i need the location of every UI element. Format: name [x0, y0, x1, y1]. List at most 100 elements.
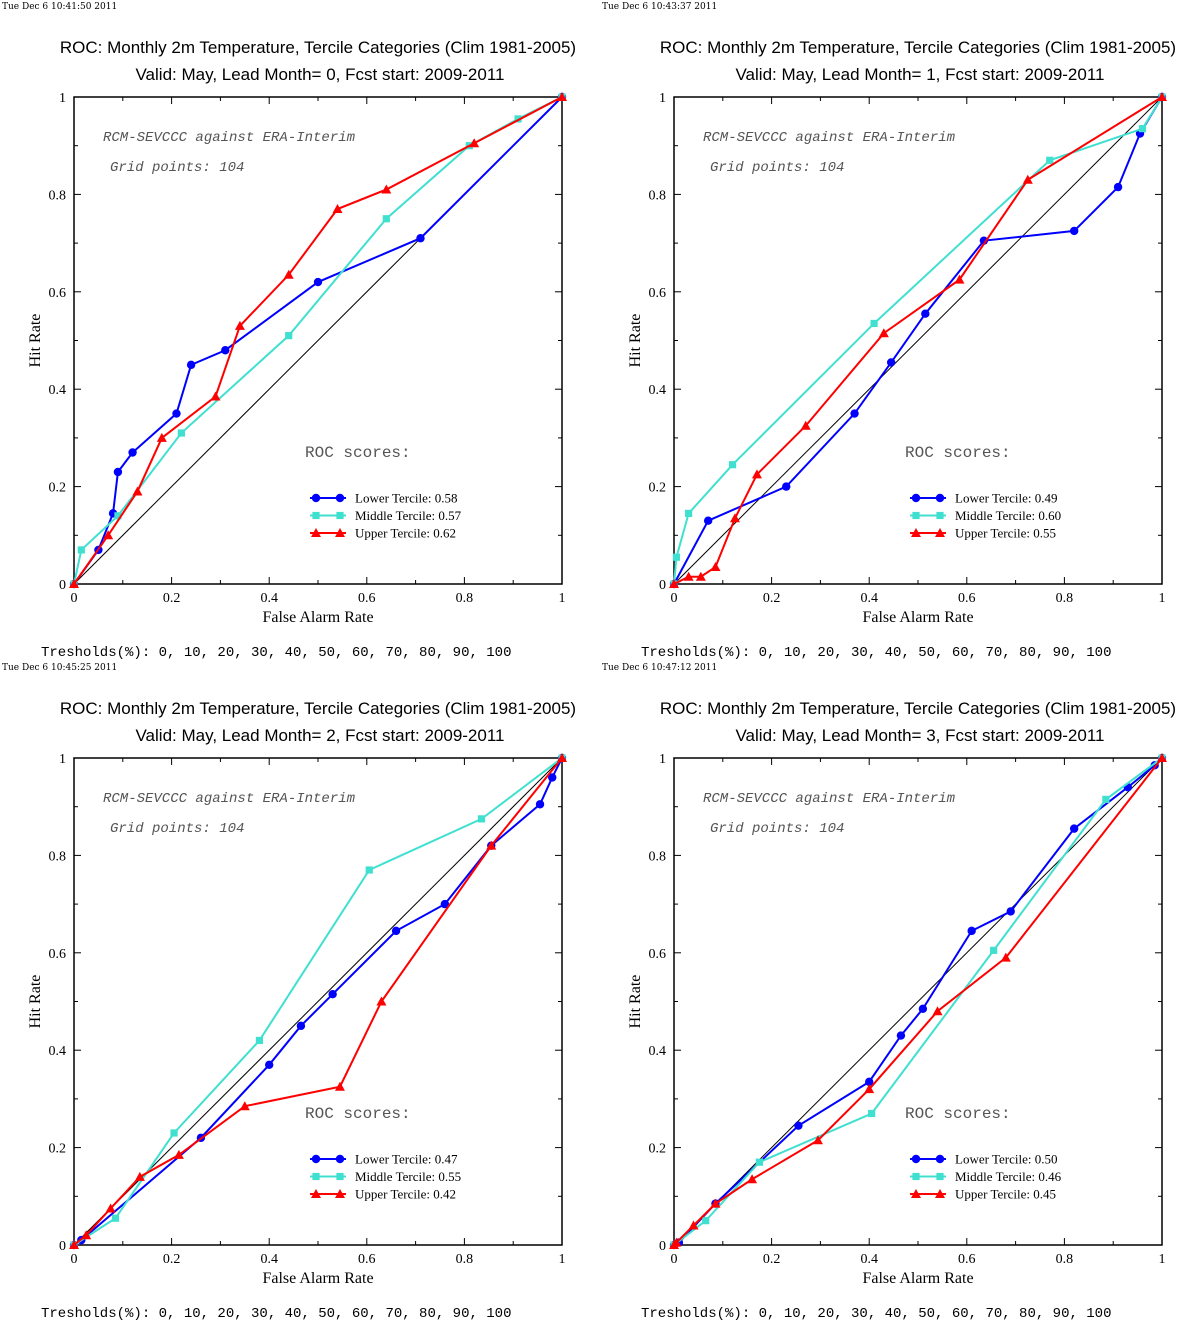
timestamp: Tue Dec 6 10:43:37 2011 [602, 2, 717, 12]
timestamp: Tue Dec 6 10:45:25 2011 [2, 663, 117, 673]
grid-points-annotation: Grid points: 104 [710, 160, 844, 176]
series-upper-tercile [69, 753, 567, 1249]
roc-scores-heading: ROC scores: [905, 444, 1011, 462]
data-point [391, 926, 401, 936]
data-point [730, 513, 740, 523]
y-tick-label: 0.8 [49, 188, 67, 203]
y-tick-label: 0.8 [649, 849, 667, 864]
data-point [954, 274, 965, 284]
x-axis-label: False Alarm Rate [262, 1270, 373, 1287]
source-annotation: RCM-SEVCCC against ERA-Interim [103, 130, 356, 146]
data-point [514, 115, 522, 123]
legend-marker [912, 511, 920, 520]
data-point [751, 469, 762, 479]
x-tick-label: 0 [71, 591, 78, 606]
roc-scores-heading: ROC scores: [905, 1105, 1011, 1123]
series-lower-tercile [669, 92, 1167, 589]
y-tick-label: 0.6 [49, 286, 67, 301]
series-line [673, 757, 1163, 1246]
legend-marker [935, 1154, 945, 1164]
roc-scores-heading: ROC scores: [305, 444, 411, 462]
data-point [685, 509, 693, 517]
series-line [73, 757, 563, 1246]
roc-chart: Tue Dec 6 10:47:12 2011 ROC: Monthly 2m T… [602, 663, 1176, 1322]
thresholds-label: Tresholds(%): 0, 10, 20, 30, 40, 50, 60,… [641, 645, 1111, 661]
legend-marker [311, 528, 321, 537]
data-point [132, 486, 143, 496]
data-point [113, 467, 123, 477]
y-tick-label: 0.2 [49, 481, 67, 496]
roc-chart: Tue Dec 6 10:45:25 2011 ROC: Monthly 2m T… [2, 663, 576, 1322]
legend-marker [935, 493, 945, 503]
data-point [870, 319, 878, 328]
data-point [850, 409, 859, 418]
data-point [896, 1031, 906, 1040]
legend-marker [911, 1189, 921, 1198]
x-tick-label: 0.2 [163, 591, 181, 606]
legend-marker [911, 493, 921, 503]
series-line [673, 96, 1163, 585]
legend-marker [311, 1154, 321, 1164]
x-tick-label: 0.8 [456, 1252, 474, 1267]
data-point [77, 546, 85, 554]
y-tick-label: 0 [659, 1239, 666, 1254]
legend-entry: Upper Tercile: 0.45 [955, 1187, 1056, 1202]
no-skill-diagonal [673, 757, 1163, 1246]
roc-panel-lead-1: Tue Dec 6 10:43:37 2011 ROC: Monthly 2m T… [600, 0, 1200, 661]
y-tick-label: 1 [59, 752, 66, 767]
y-tick-label: 1 [659, 752, 666, 767]
data-point [177, 429, 185, 437]
roc-panel-lead-0: Tue Dec 6 10:41:50 2011 ROC: Monthly 2m T… [0, 0, 600, 661]
legend-marker [311, 1189, 321, 1198]
data-point [1022, 174, 1033, 184]
data-point [864, 1084, 875, 1094]
data-point [173, 1149, 184, 1159]
roc-panel-lead-2: Tue Dec 6 10:45:25 2011 ROC: Monthly 2m T… [0, 661, 600, 1322]
y-axis-label: Hit Rate [627, 975, 644, 1029]
chart-subtitle: Valid: May, Lead Month= 3, Fcst start: 2… [735, 726, 1104, 745]
y-tick-label: 0 [59, 578, 66, 593]
x-tick-label: 0 [671, 591, 678, 606]
series-upper-tercile [669, 92, 1167, 588]
source-annotation: RCM-SEVCCC against ERA-Interim [103, 791, 356, 807]
legend-marker [935, 528, 945, 537]
legend-entry: Lower Tercile: 0.49 [955, 491, 1057, 506]
data-point [669, 579, 679, 588]
roc-scores-heading: ROC scores: [305, 1105, 411, 1123]
data-point [800, 420, 811, 430]
data-point [1006, 907, 1015, 916]
data-point [1069, 226, 1079, 236]
legend-entry: Upper Tercile: 0.62 [355, 526, 456, 541]
x-tick-label: 0.4 [860, 1252, 878, 1267]
data-point [710, 561, 721, 571]
grid-points-annotation: Grid points: 104 [110, 160, 244, 176]
data-point [103, 530, 114, 540]
x-tick-label: 1 [559, 1252, 566, 1267]
legend-marker [336, 511, 344, 520]
data-point [313, 277, 323, 287]
data-point [967, 926, 976, 936]
y-axis-label: Hit Rate [27, 314, 44, 368]
data-point [186, 360, 196, 370]
data-point [134, 1171, 145, 1181]
x-tick-label: 1 [1159, 1252, 1166, 1267]
legend-entry: Lower Tercile: 0.58 [355, 491, 457, 506]
data-point [979, 236, 989, 245]
y-tick-label: 0.2 [649, 1142, 667, 1157]
data-point [557, 92, 567, 101]
data-point [865, 1077, 874, 1087]
y-tick-label: 0 [59, 1239, 66, 1254]
data-point [868, 1109, 876, 1118]
x-tick-label: 0.6 [958, 591, 976, 606]
x-tick-label: 0 [71, 1252, 78, 1267]
data-point [381, 184, 392, 194]
data-point [255, 1036, 264, 1045]
data-point [283, 269, 294, 279]
y-tick-label: 0.4 [49, 1044, 67, 1059]
data-point [382, 215, 390, 223]
no-skill-diagonal [73, 757, 563, 1246]
data-point [1157, 753, 1167, 762]
data-point [672, 553, 681, 561]
data-point [239, 1101, 250, 1111]
y-tick-label: 0.8 [49, 849, 67, 864]
